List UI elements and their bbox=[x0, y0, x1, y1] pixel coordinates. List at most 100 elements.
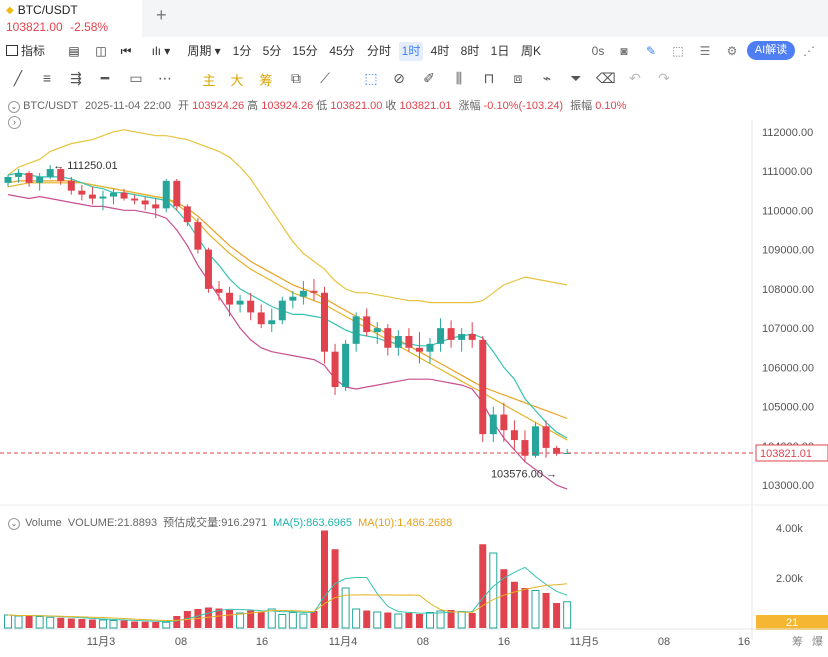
drawing-toolbar: ╱ ≡ ⇶ ━ ▭ ⋯ 主 大 筹 ⧉ ⟋ ⬚ ⊘ ✐ ⫼ ⊓ ⧈ ⌁ ⏷ ⌫ … bbox=[0, 68, 828, 92]
chips-button[interactable]: 筹 bbox=[259, 73, 273, 88]
interval-1d[interactable]: 1日 bbox=[490, 44, 510, 58]
volume-last-label: 21 bbox=[786, 617, 798, 629]
rectangle-icon[interactable]: ▭ bbox=[129, 70, 143, 86]
interval-45m[interactable]: 45分 bbox=[329, 44, 355, 58]
footer-label: 筹 bbox=[792, 634, 803, 648]
lock-icon[interactable]: ⊓ bbox=[483, 70, 495, 86]
volume-bar bbox=[67, 618, 75, 628]
volume-ma5-line bbox=[7, 566, 568, 623]
delete-icon[interactable]: ⌫ bbox=[596, 70, 616, 86]
period-dropdown[interactable]: 周期 ▾ bbox=[187, 44, 221, 58]
brush-icon[interactable]: ✐ bbox=[423, 70, 435, 86]
magnet-icon[interactable]: ⊘ bbox=[393, 70, 405, 86]
candle-body bbox=[563, 452, 571, 454]
expand-icon[interactable]: › bbox=[8, 116, 21, 129]
trend-line-icon[interactable]: ╱ bbox=[13, 70, 23, 86]
chevron-down-icon[interactable]: ⌄ bbox=[8, 101, 20, 113]
volume-bar bbox=[78, 619, 86, 628]
x-tick-label: 11月3 bbox=[87, 636, 116, 648]
settings-icon[interactable]: ⚙ bbox=[726, 44, 738, 58]
camera-icon[interactable]: ◙ bbox=[620, 44, 628, 58]
volume-bar bbox=[88, 619, 96, 628]
volume-label: Volume bbox=[25, 517, 62, 529]
candle-body bbox=[215, 288, 223, 293]
layout-icon[interactable]: ◫ bbox=[95, 44, 107, 58]
candle-body bbox=[489, 414, 497, 435]
pen-icon[interactable]: ✎ bbox=[645, 44, 657, 58]
menu-icon[interactable]: ☰ bbox=[699, 44, 711, 58]
parallel-lines-icon[interactable]: ≡ bbox=[42, 70, 52, 86]
volume-bar bbox=[468, 613, 476, 628]
redo-icon[interactable]: ↷ bbox=[658, 70, 670, 86]
calendar-icon[interactable]: ▤ bbox=[68, 44, 80, 58]
volume-ma10-line bbox=[7, 583, 568, 622]
volume-bar bbox=[267, 608, 276, 629]
volume-bar bbox=[341, 587, 350, 629]
link-icon[interactable]: ⌁ bbox=[542, 70, 552, 86]
symbol-tab[interactable]: ◆ BTC/USDT 103821.00 -2.58% bbox=[0, 0, 142, 37]
measure-icon[interactable]: ⧉ bbox=[291, 70, 301, 86]
y-tick-label: 109000.00 bbox=[762, 245, 814, 257]
volume-bar bbox=[384, 612, 392, 628]
eye-icon[interactable]: ⌄ bbox=[8, 518, 20, 530]
boll-upper-line bbox=[7, 129, 568, 304]
export-icon[interactable]: ⬚ bbox=[672, 44, 684, 58]
add-tab-icon[interactable]: + bbox=[156, 5, 167, 25]
interval-1m[interactable]: 1分 bbox=[232, 44, 252, 58]
ruler-icon[interactable]: ⟋ bbox=[320, 70, 330, 86]
candle-body bbox=[57, 169, 65, 181]
chart-type-dropdown[interactable]: ılı ▾ bbox=[151, 44, 171, 58]
candle-body bbox=[384, 328, 392, 348]
interval-1h[interactable]: 1时 bbox=[399, 42, 423, 61]
stack-icon[interactable]: ⧈ bbox=[513, 70, 523, 86]
ohlc-symbol: BTC/USDT bbox=[23, 100, 78, 112]
replay-icon[interactable]: ⏮ bbox=[120, 44, 132, 58]
interval-15m[interactable]: 15分 bbox=[292, 44, 318, 58]
more-tools-icon[interactable]: ⋯ bbox=[158, 70, 172, 86]
undo-icon[interactable]: ↶ bbox=[629, 70, 641, 86]
y-tick-label: 105000.00 bbox=[762, 402, 814, 414]
indicators-label: 指标 bbox=[21, 44, 46, 58]
ai-explain-button[interactable]: AI解读 bbox=[747, 41, 795, 60]
candle-body bbox=[194, 222, 202, 250]
interval-1w[interactable]: 周K bbox=[520, 44, 541, 58]
period-label: 周期 bbox=[187, 44, 212, 58]
indicators-button[interactable]: 指标 bbox=[6, 42, 56, 61]
filter-icon[interactable]: ⏷ bbox=[570, 70, 582, 86]
horizontal-ray-icon[interactable]: ⇶ bbox=[70, 70, 82, 86]
candle-body bbox=[15, 173, 23, 177]
cursor-icon[interactable]: ⬚ bbox=[364, 70, 378, 86]
main-chips-button[interactable]: 主 bbox=[202, 73, 216, 88]
candle-body bbox=[120, 192, 128, 199]
candle-body bbox=[25, 173, 33, 183]
volume-bar bbox=[310, 611, 318, 628]
volume-bar bbox=[426, 612, 434, 629]
x-tick-label: 16 bbox=[738, 636, 750, 648]
candle-body bbox=[173, 180, 181, 207]
x-tick-label: 08 bbox=[658, 636, 670, 648]
candle-body bbox=[226, 292, 234, 305]
interval-4h[interactable]: 4时 bbox=[430, 44, 450, 58]
interval-8h[interactable]: 8时 bbox=[460, 44, 480, 58]
x-tick-label: 16 bbox=[256, 636, 268, 648]
volume-bar bbox=[479, 544, 487, 628]
horizontal-line-icon[interactable]: ━ bbox=[100, 70, 110, 86]
volume-bar bbox=[25, 615, 33, 628]
x-tick-label: 08 bbox=[417, 636, 429, 648]
interval-timeline[interactable]: 分时 bbox=[366, 44, 391, 58]
candle-body bbox=[162, 180, 170, 209]
volume-bar bbox=[4, 614, 12, 629]
candle-style-icon[interactable]: ⫼ bbox=[455, 70, 463, 86]
y-tick-label: 112000.00 bbox=[762, 127, 813, 139]
volume-bar bbox=[405, 613, 413, 628]
volume-bar bbox=[447, 610, 455, 628]
volume-bar bbox=[457, 611, 466, 629]
big-order-button[interactable]: 大 bbox=[230, 73, 244, 88]
volume-bar bbox=[204, 607, 212, 628]
candle-body bbox=[542, 426, 550, 448]
interval-5m[interactable]: 5分 bbox=[262, 44, 282, 58]
share-icon[interactable]: ⋰ bbox=[803, 44, 815, 58]
candle-body bbox=[321, 292, 328, 352]
candle-body bbox=[299, 290, 307, 297]
